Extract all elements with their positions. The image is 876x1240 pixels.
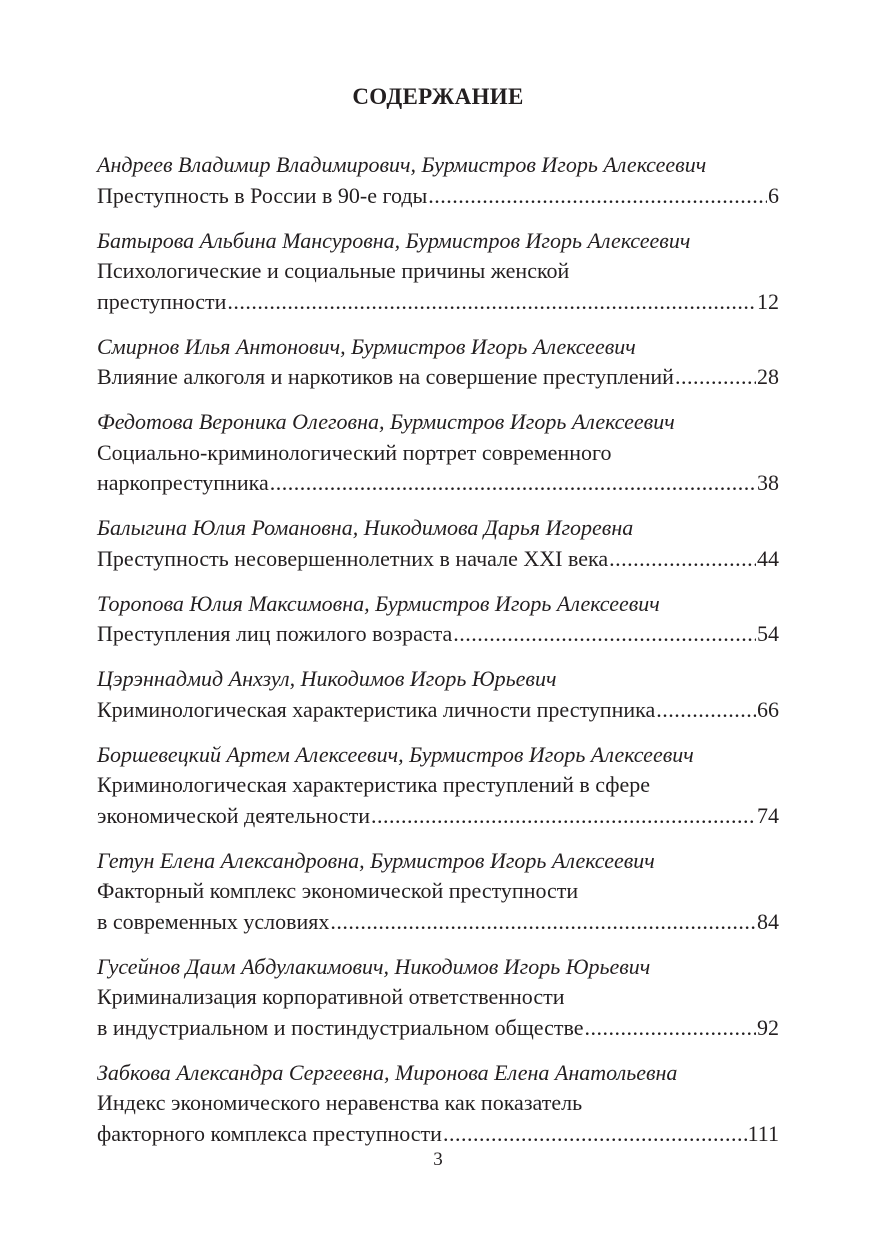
- dot-leader: [270, 468, 756, 499]
- entry-authors: Гусейнов Даим Абдулакимович, Никодимов И…: [97, 953, 651, 979]
- page-title: СОДЕРЖАНИЕ: [352, 84, 524, 109]
- dot-leader: [443, 1119, 747, 1150]
- entry-authors: Батырова Альбина Мансуровна, Бурмистров …: [97, 227, 691, 253]
- entry-authors: Забкова Александра Сергеевна, Миронова Е…: [97, 1059, 678, 1085]
- entry-title-text: Преступность в России в 90-е годы: [97, 182, 428, 208]
- entry-title-text: Преступность несовершеннолетних в начале…: [97, 545, 609, 571]
- entry-authors: Андреев Владимир Владимирович, Бурмистро…: [97, 152, 707, 177]
- entry-title-text: Криминологическая характеристика личност…: [97, 696, 656, 722]
- entry-page-number: 111: [747, 1120, 779, 1146]
- entry-title-last-line: Преступность в России в 90-е годы 6: [97, 181, 779, 212]
- entry-title-text: наркопреступника: [97, 470, 269, 495]
- toc-entry[interactable]: Андреев Владимир Владимирович, Бурмистро…: [97, 150, 779, 211]
- entry-title-last-line: преступности 12: [97, 287, 779, 318]
- toc-entry[interactable]: Боршевецкий Артем Алексеевич, Бурмистров…: [97, 740, 779, 832]
- entry-authors: Цэрэннадмид Анхзул, Никодимов Игорь Юрье…: [97, 666, 557, 691]
- dot-leader: [656, 695, 756, 726]
- entry-title-last-line: в современных условиях 84: [97, 907, 779, 938]
- entry-title-last-line: наркопреступника 38: [97, 468, 779, 499]
- entry-title-text: экономической деятельности: [97, 802, 370, 828]
- toc-entry[interactable]: Смирнов Илья Антонович, Бурмистров Игорь…: [97, 332, 779, 393]
- entry-title-line: Криминализация корпоративной ответственн…: [97, 984, 565, 1009]
- dot-leader: [675, 362, 756, 393]
- entry-page-number: 54: [757, 621, 779, 646]
- toc-entry[interactable]: Федотова Вероника Олеговна, Бурмистров И…: [97, 407, 779, 499]
- toc-entry[interactable]: Торопова Юлия Максимовна, Бурмистров Иго…: [97, 589, 779, 650]
- entry-page-number: 66: [757, 696, 779, 722]
- entry-page-number: 84: [757, 908, 779, 934]
- entry-title-line: Индекс экономического неравенства как по…: [97, 1090, 583, 1115]
- toc-entry[interactable]: Забкова Александра Сергеевна, Миронова Е…: [97, 1058, 779, 1150]
- entry-page-number: 38: [757, 470, 779, 495]
- entry-page-number: 92: [757, 1014, 779, 1040]
- entry-page-number: 6: [768, 182, 779, 208]
- entry-page-number: 12: [757, 288, 779, 314]
- entry-authors: Федотова Вероника Олеговна, Бурмистров И…: [97, 409, 675, 434]
- entry-page-number: 44: [757, 545, 779, 571]
- entry-title-text: Влияние алкоголя и наркотиков на соверше…: [97, 364, 674, 389]
- dot-leader: [371, 801, 756, 832]
- entry-title-last-line: Криминологическая характеристика личност…: [97, 695, 779, 726]
- toc-entry[interactable]: Цэрэннадмид Анхзул, Никодимов Игорь Юрье…: [97, 664, 779, 725]
- entry-title-text: Преступления лиц пожилого возраста: [97, 621, 453, 646]
- entry-authors: Торопова Юлия Максимовна, Бурмистров Иго…: [97, 590, 660, 616]
- table-of-contents: Андреев Владимир Владимирович, Бурмистро…: [97, 150, 779, 1164]
- entry-title-last-line: в индустриальном и постиндустриальном об…: [97, 1013, 779, 1044]
- entry-title-last-line: Преступность несовершеннолетних в начале…: [97, 544, 779, 575]
- entry-title-text: в современных условиях: [97, 908, 330, 934]
- toc-entry[interactable]: Балыгина Юлия Романовна, Никодимова Дарь…: [97, 513, 779, 574]
- entry-title-text: в индустриальном и постиндустриальном об…: [97, 1014, 584, 1040]
- entry-page-number: 74: [757, 802, 779, 828]
- entry-authors: Балыгина Юлия Романовна, Никодимова Дарь…: [97, 515, 634, 540]
- entry-title-line: Криминологическая характеристика преступ…: [97, 772, 651, 797]
- dot-leader: [585, 1013, 756, 1044]
- page-number: 3: [433, 1149, 443, 1170]
- entry-title-line: Психологические и социальные причины жен…: [97, 258, 570, 283]
- entry-authors: Гетун Елена Александровна, Бурмистров Иг…: [97, 847, 655, 873]
- entry-title-line: Факторный комплекс экономической преступ…: [97, 878, 579, 903]
- entry-title-text: преступности: [97, 288, 227, 314]
- entry-authors: Боршевецкий Артем Алексеевич, Бурмистров…: [97, 741, 694, 767]
- dot-leader: [330, 907, 756, 938]
- entry-title-last-line: факторного комплекса преступности 111: [97, 1119, 779, 1150]
- entry-title-last-line: Преступления лиц пожилого возраста 54: [97, 619, 779, 650]
- entry-title-text: факторного комплекса преступности: [97, 1120, 442, 1146]
- entry-title-last-line: экономической деятельности 74: [97, 801, 779, 832]
- dot-leader: [609, 544, 756, 575]
- entry-title-last-line: Влияние алкоголя и наркотиков на соверше…: [97, 362, 779, 393]
- dot-leader: [227, 287, 756, 318]
- dot-leader: [428, 181, 767, 212]
- toc-entry[interactable]: Гусейнов Даим Абдулакимович, Никодимов И…: [97, 952, 779, 1044]
- entry-title-line: Социально-криминологический портрет совр…: [97, 439, 612, 465]
- toc-entry[interactable]: Батырова Альбина Мансуровна, Бурмистров …: [97, 226, 779, 318]
- dot-leader: [453, 619, 756, 650]
- entry-page-number: 28: [757, 364, 779, 389]
- entry-authors: Смирнов Илья Антонович, Бурмистров Игорь…: [97, 333, 636, 359]
- toc-entry[interactable]: Гетун Елена Александровна, Бурмистров Иг…: [97, 846, 779, 938]
